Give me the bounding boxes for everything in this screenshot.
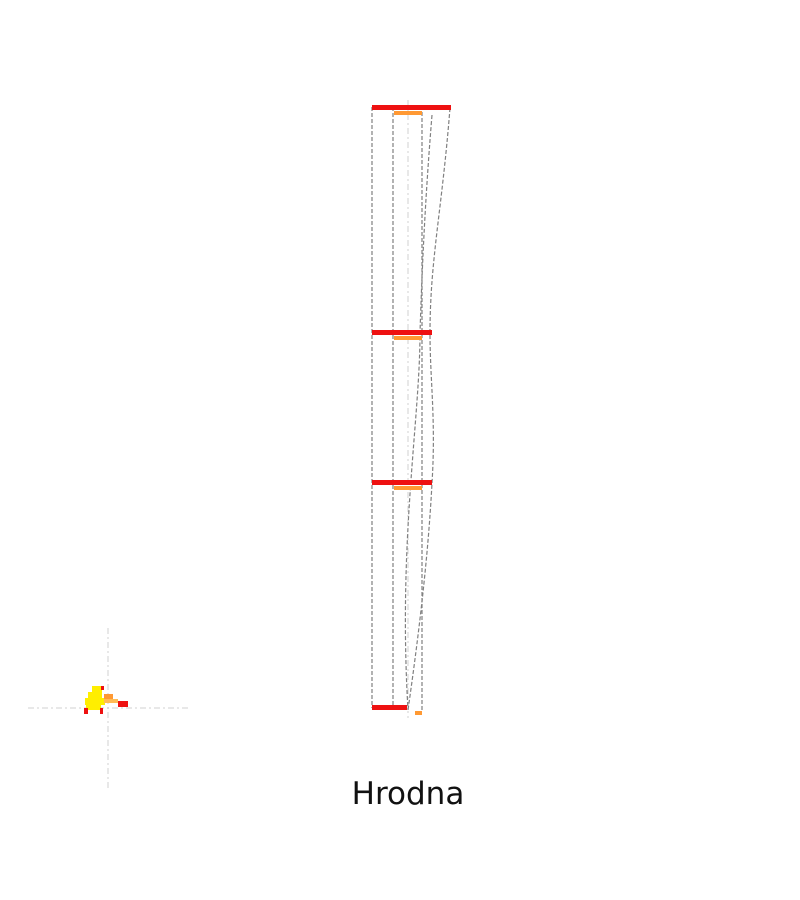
middle-secondary-bar [394, 486, 422, 490]
profile-right-curve [407, 107, 451, 711]
cross-section-glyph [84, 686, 128, 714]
middle-primary-bar [372, 480, 432, 485]
upper-primary-bar [372, 330, 432, 335]
top-primary-bar [372, 105, 451, 110]
bottom-secondary-marker [415, 711, 422, 715]
top-secondary-bar [394, 111, 422, 115]
profile-left-curve [404, 114, 433, 711]
bottom-primary-bar [372, 705, 407, 710]
upper-secondary-bar [394, 336, 422, 340]
figure-caption: Hrodna [351, 776, 465, 812]
